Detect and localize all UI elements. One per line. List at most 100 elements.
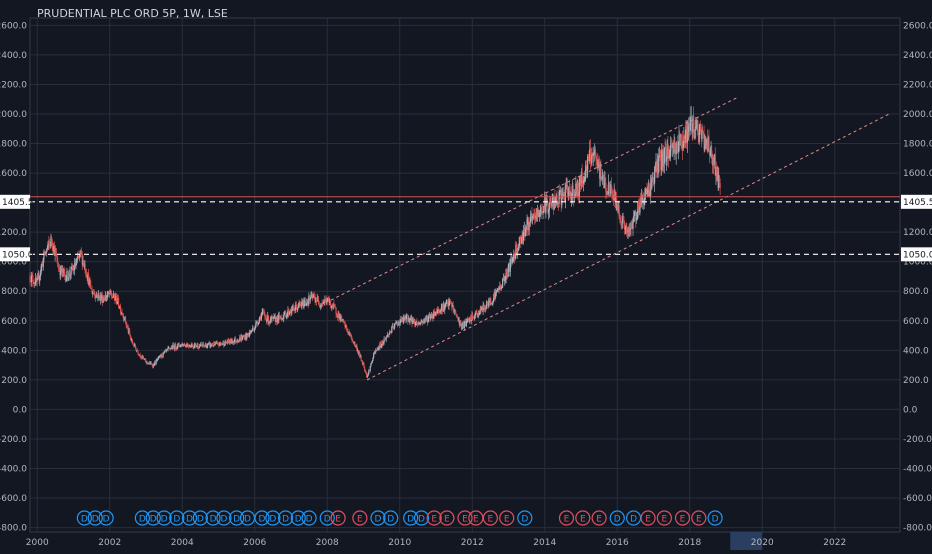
candle-body <box>38 274 40 281</box>
dividend-marker <box>403 510 419 526</box>
candle-body <box>107 291 109 296</box>
candle-body <box>548 202 550 211</box>
candle-body <box>289 312 291 314</box>
candle-body <box>676 142 678 144</box>
candle-body <box>553 195 555 210</box>
candle-body <box>343 319 345 323</box>
y-tick-label-right: 2400.0 <box>903 51 932 61</box>
earnings-marker <box>482 510 498 526</box>
candle-body <box>679 134 682 137</box>
candle-body <box>622 216 624 220</box>
candle-body <box>35 277 37 282</box>
candle-body <box>53 245 55 256</box>
candle-body <box>234 338 236 341</box>
candle-body <box>585 165 587 170</box>
candle-body <box>520 242 523 244</box>
candle-body <box>72 268 74 270</box>
candle-body <box>366 373 368 377</box>
candle-body <box>430 316 432 319</box>
candle-body <box>381 341 383 347</box>
candle-body <box>407 317 410 322</box>
y-tick-label-left: 1600.0 <box>0 169 27 179</box>
price-level-tag-right <box>901 194 932 209</box>
y-tick-label-left: 2000.0 <box>0 110 27 120</box>
earnings-marker-label: E <box>662 515 668 525</box>
candle-body <box>95 294 97 298</box>
candle-body <box>132 343 134 346</box>
candle-body <box>340 316 342 322</box>
candle-body <box>557 203 559 204</box>
candle-body <box>369 366 371 371</box>
candle-body <box>292 305 294 311</box>
candle-body <box>337 313 339 318</box>
dividend-marker <box>277 510 294 526</box>
candle-body <box>635 212 637 221</box>
candle-body <box>259 316 261 319</box>
candle-body <box>102 299 104 303</box>
candle-body <box>69 271 71 275</box>
candle-body <box>214 343 217 345</box>
candle-body <box>268 321 270 324</box>
candle-body <box>318 304 320 306</box>
candle-body <box>301 300 304 302</box>
candle-body <box>683 135 686 139</box>
candle-body <box>390 331 392 333</box>
candle-body <box>581 171 583 181</box>
candle-body <box>711 154 714 166</box>
candle-body <box>152 365 154 367</box>
dividend-marker <box>301 510 317 526</box>
candle-body <box>536 212 538 215</box>
candle-body <box>700 125 702 132</box>
candle-body <box>434 314 436 316</box>
candle-body <box>515 244 518 255</box>
candle-body <box>449 300 451 303</box>
candle-body <box>423 320 425 322</box>
candle-body <box>193 344 196 348</box>
candle-body <box>286 313 288 316</box>
candle-body <box>368 370 371 372</box>
candle-body <box>308 296 311 301</box>
candle-body <box>50 237 52 247</box>
candle-body <box>176 347 178 349</box>
candle-body <box>258 318 260 323</box>
candle-body <box>114 297 116 300</box>
candle-body <box>695 126 697 130</box>
candle-body <box>483 306 486 310</box>
x-tick-label: 2008 <box>316 538 339 548</box>
candle-body <box>45 251 47 253</box>
y-tick-label-left: -600.0 <box>0 494 27 504</box>
candle-body <box>216 342 219 344</box>
candle-body <box>297 307 299 311</box>
candle-body <box>674 149 677 155</box>
candle-body <box>191 344 194 348</box>
earnings-marker <box>499 510 515 526</box>
candle-body <box>400 318 402 323</box>
candle-body <box>596 159 598 161</box>
candle-body <box>480 308 482 311</box>
candle-body <box>315 300 318 302</box>
candle-body <box>274 316 276 318</box>
candle-body <box>385 336 387 340</box>
candle-body <box>116 302 118 304</box>
candle-body <box>663 151 665 164</box>
candle-body <box>364 367 366 371</box>
earnings-marker <box>656 510 672 526</box>
y-tick-label-left: -200.0 <box>0 435 27 445</box>
candle-body <box>203 345 205 346</box>
candle-body <box>272 316 274 318</box>
candle-body <box>276 318 278 323</box>
candle-body <box>427 318 429 323</box>
candle-body <box>71 266 74 270</box>
candle-body <box>235 340 237 342</box>
candle-body <box>490 299 492 303</box>
highlighted-axis-region <box>730 532 763 550</box>
candle-body <box>644 192 646 203</box>
candle-body <box>228 341 230 343</box>
candle-body <box>138 353 140 356</box>
candle-body <box>303 303 305 308</box>
candle-body <box>655 162 657 172</box>
candle-body <box>693 129 695 131</box>
candle-body <box>175 347 177 349</box>
candle-body <box>201 345 203 347</box>
